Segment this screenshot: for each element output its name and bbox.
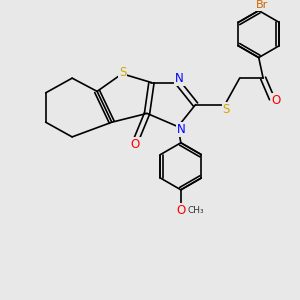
Text: N: N [176, 123, 185, 136]
Text: O: O [131, 138, 140, 151]
Text: CH₃: CH₃ [187, 206, 204, 215]
Text: S: S [223, 103, 230, 116]
Text: O: O [176, 204, 185, 217]
Text: O: O [272, 94, 281, 107]
Text: S: S [119, 66, 126, 79]
Text: Br: Br [256, 0, 268, 10]
Text: N: N [175, 72, 184, 85]
